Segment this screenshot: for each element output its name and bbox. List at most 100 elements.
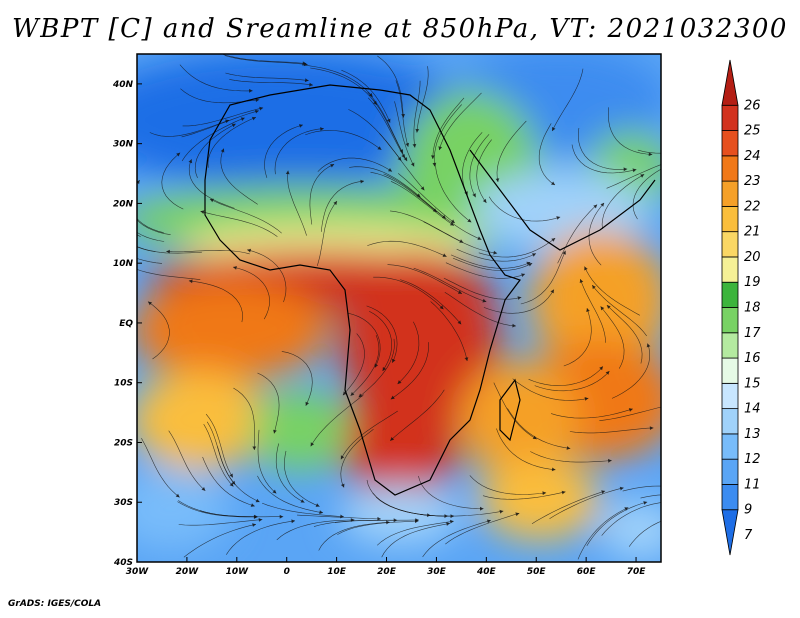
colorbar-label: 22 xyxy=(744,199,761,214)
streamline-arrowhead xyxy=(584,397,589,401)
streamline xyxy=(321,180,365,232)
streamline-arrowhead xyxy=(340,483,345,488)
streamline-arrowhead xyxy=(233,266,237,270)
streamline xyxy=(637,149,661,154)
streamline xyxy=(528,366,604,386)
streamline xyxy=(571,144,637,174)
lat-tick-label: 40S xyxy=(113,558,133,568)
lon-tick-label: 50E xyxy=(527,567,547,577)
streamline xyxy=(482,491,566,500)
streamline-arrowhead xyxy=(700,492,704,496)
streamline-arrowhead xyxy=(231,480,236,485)
streamline xyxy=(137,219,171,235)
streamline xyxy=(287,170,307,236)
streamline xyxy=(444,292,516,327)
streamline xyxy=(281,351,313,406)
streamline-arrowhead xyxy=(415,128,420,133)
streamline-arrowhead xyxy=(340,455,345,460)
streamline xyxy=(183,524,257,558)
streamline-arrowhead xyxy=(132,186,135,190)
streamline xyxy=(377,55,404,118)
streamline-arrowhead xyxy=(480,506,484,511)
lon-tick-label: 20W xyxy=(176,567,200,577)
streamline-arrowhead xyxy=(528,263,533,267)
streamline xyxy=(202,456,255,507)
streamline xyxy=(577,507,629,560)
streamline-arrowhead xyxy=(320,127,324,131)
streamline xyxy=(233,266,270,320)
streamline xyxy=(476,139,492,204)
streamline-arrowhead xyxy=(175,493,180,498)
streamline xyxy=(209,198,282,234)
streamline-arrowhead xyxy=(399,149,403,154)
colorbar-swatch xyxy=(721,256,739,283)
streamline xyxy=(394,101,415,167)
streamline xyxy=(137,301,138,302)
streamline xyxy=(530,451,612,463)
streamline-arrowhead xyxy=(254,109,259,114)
streamline xyxy=(640,494,661,499)
streamline-arrowhead xyxy=(521,273,525,277)
streamline-arrowhead xyxy=(444,514,448,518)
streamline-arrowhead xyxy=(315,503,320,507)
streamline-arrowhead xyxy=(342,391,347,396)
streamline xyxy=(168,430,206,492)
streamline-arrowhead xyxy=(390,395,395,400)
streamline-arrowhead xyxy=(377,516,381,521)
streamline xyxy=(398,173,455,224)
streamline xyxy=(538,123,556,186)
streamline-arrowhead xyxy=(446,522,450,526)
colorbar-label: 20 xyxy=(744,250,761,265)
streamline-arrowhead xyxy=(249,88,253,93)
streamline xyxy=(606,304,643,364)
streamline-arrowhead xyxy=(450,219,455,223)
streamline-arrowhead xyxy=(551,238,556,242)
streamline-arrowhead xyxy=(309,82,313,87)
streamline xyxy=(478,237,556,258)
map-title: WBPT [C] and Sreamline at 850hPa, VT: 20… xyxy=(12,14,788,44)
streamline-arrowhead xyxy=(643,501,648,505)
streamline-arrowhead xyxy=(220,148,225,153)
streamline xyxy=(416,66,429,133)
streamline xyxy=(422,520,491,558)
streamline-arrowhead xyxy=(677,402,681,406)
streamline xyxy=(379,133,425,191)
streamline xyxy=(432,97,465,160)
streamline-arrowhead xyxy=(255,498,260,503)
streamline xyxy=(588,202,605,266)
streamline xyxy=(147,301,170,360)
streamline xyxy=(166,249,250,255)
streamline xyxy=(261,502,344,517)
colorbar-label: 7 xyxy=(744,528,753,543)
streamline-arrowhead xyxy=(495,178,500,182)
streamline-arrowhead xyxy=(667,500,671,504)
streamline xyxy=(182,107,264,127)
streamline xyxy=(309,163,335,225)
streamline xyxy=(611,343,650,399)
streamline xyxy=(591,284,647,337)
streamline xyxy=(220,148,258,205)
streamline-arrowhead xyxy=(410,162,415,167)
streamline-arrowhead xyxy=(431,155,435,159)
streamline-arrowhead xyxy=(717,145,721,149)
streamline xyxy=(199,510,284,518)
colorbar-swatch xyxy=(721,484,739,511)
streamline xyxy=(310,67,378,106)
streamline-arrowhead xyxy=(457,290,462,294)
streamline xyxy=(310,394,364,447)
streamline-arrowhead xyxy=(592,285,596,290)
lon-tick-label: 30E xyxy=(427,567,447,577)
streamline-arrowhead xyxy=(677,157,681,161)
streamlines xyxy=(132,54,721,560)
streamline xyxy=(275,443,305,503)
streamline-arrowhead xyxy=(482,298,487,303)
streamline xyxy=(488,196,561,222)
colorbar-label: 11 xyxy=(744,477,761,492)
streamline xyxy=(181,117,245,162)
streamline xyxy=(317,200,338,266)
streamline-arrowhead xyxy=(550,289,554,294)
colorbar-label: 14 xyxy=(744,402,761,417)
streamline-arrowhead xyxy=(628,408,633,412)
streamline-arrowhead xyxy=(166,249,170,254)
streamline xyxy=(632,168,661,220)
